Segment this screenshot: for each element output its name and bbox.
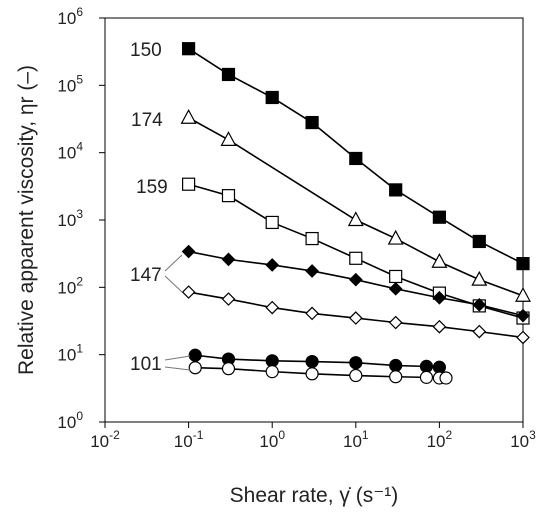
data-point-s0-2 bbox=[265, 90, 279, 105]
data-point-s2-5 bbox=[389, 269, 403, 284]
data-point-s2-0 bbox=[182, 177, 196, 191]
data-point-s3-3 bbox=[305, 264, 319, 278]
y-tick-label-6: 106 bbox=[57, 5, 83, 28]
data-point-s5-3 bbox=[305, 354, 319, 369]
data-point-s1-5 bbox=[471, 270, 488, 286]
data-point-s1-0 bbox=[180, 108, 197, 124]
data-point-s3-4 bbox=[348, 272, 363, 287]
series-label-101: 101 bbox=[130, 354, 162, 375]
data-point-s4-1 bbox=[221, 292, 236, 306]
data-point-s6-2 bbox=[265, 365, 279, 379]
data-point-s1-6 bbox=[514, 286, 532, 302]
data-point-s3-5 bbox=[388, 281, 403, 296]
data-point-s5-0 bbox=[188, 348, 202, 362]
data-point-s4-3 bbox=[305, 306, 319, 321]
data-point-s4-6 bbox=[432, 319, 447, 334]
data-point-s4-4 bbox=[348, 311, 363, 325]
x-tick-label-0: 10-2 bbox=[90, 428, 120, 451]
data-point-s3-2 bbox=[265, 258, 280, 272]
data-point-s1-4 bbox=[431, 252, 448, 268]
data-point-s3-6 bbox=[432, 290, 447, 305]
data-point-s3-7 bbox=[472, 297, 487, 312]
y-tick-label-5: 105 bbox=[57, 72, 83, 95]
data-point-s0-7 bbox=[472, 234, 486, 249]
data-point-s6-0 bbox=[188, 361, 202, 375]
data-point-s4-8 bbox=[516, 330, 530, 345]
y-tick-label-0: 100 bbox=[57, 409, 83, 432]
data-point-s0-3 bbox=[305, 115, 319, 130]
data-point-s5-4 bbox=[349, 356, 363, 370]
data-point-s5-5 bbox=[389, 358, 403, 373]
data-point-s6-6 bbox=[419, 370, 434, 384]
y-axis-title: Relative apparent viscosity, ηr (–) bbox=[15, 65, 38, 375]
y-tick-label-2: 102 bbox=[57, 274, 83, 297]
x-tick-label-2: 100 bbox=[259, 428, 285, 451]
series-label-147: 147 bbox=[130, 265, 162, 286]
data-point-s0-8 bbox=[516, 257, 530, 271]
data-point-s3-1 bbox=[221, 252, 236, 267]
data-point-s0-1 bbox=[221, 67, 236, 82]
x-tick-label-1: 10-1 bbox=[174, 428, 204, 451]
data-point-s1-2 bbox=[347, 211, 364, 227]
x-axis-title: Shear rate, γ̇ (s⁻¹) bbox=[230, 484, 399, 507]
data-point-s1-3 bbox=[387, 229, 404, 245]
tick-labels: 10-2 10-1 100 101 102 103 100 101 102 103 104 105 10… bbox=[57, 5, 536, 451]
data-point-s6-3 bbox=[305, 367, 319, 381]
series-points bbox=[180, 42, 532, 385]
leader-line-101-upper bbox=[164, 355, 191, 361]
y-tick-label-3: 103 bbox=[57, 207, 83, 230]
axis-ticks bbox=[99, 17, 524, 428]
x-tick-label-3: 101 bbox=[343, 428, 369, 451]
y-tick-label-1: 101 bbox=[57, 342, 83, 365]
data-point-s4-2 bbox=[265, 300, 280, 315]
data-point-s6-4 bbox=[349, 368, 363, 383]
data-point-s0-0 bbox=[182, 42, 196, 56]
series-label-150: 150 bbox=[130, 40, 162, 61]
leader-line-101-lower bbox=[164, 366, 191, 371]
series-label-159: 159 bbox=[136, 177, 168, 198]
label-leaders bbox=[164, 254, 191, 371]
data-point-s1-1 bbox=[220, 131, 237, 146]
series-label-174: 174 bbox=[131, 110, 163, 131]
data-point-s6-5 bbox=[389, 370, 403, 384]
x-tick-label-4: 102 bbox=[427, 428, 453, 451]
data-point-s6-1 bbox=[221, 362, 236, 376]
data-point-s0-5 bbox=[389, 183, 403, 197]
series-line-1 bbox=[188, 117, 524, 297]
data-point-s4-0 bbox=[181, 285, 196, 299]
data-point-s2-1 bbox=[221, 189, 236, 203]
leader-line-147-lower bbox=[164, 275, 183, 293]
leader-line-147-upper bbox=[164, 254, 183, 272]
data-point-s3-0 bbox=[181, 244, 196, 259]
data-point-s6-8 bbox=[439, 371, 453, 385]
data-point-s2-3 bbox=[305, 231, 319, 246]
x-tick-label-5: 103 bbox=[510, 428, 536, 451]
data-point-s5-6 bbox=[419, 359, 434, 373]
data-point-s4-7 bbox=[472, 324, 487, 339]
data-point-s4-5 bbox=[388, 315, 403, 330]
y-tick-label-4: 104 bbox=[57, 140, 83, 163]
series-line-2 bbox=[188, 183, 524, 319]
data-point-s2-4 bbox=[349, 251, 363, 265]
data-point-s3-8 bbox=[516, 308, 530, 323]
data-point-s0-6 bbox=[432, 210, 446, 224]
data-point-s2-2 bbox=[265, 215, 279, 230]
data-point-s0-4 bbox=[349, 151, 363, 166]
